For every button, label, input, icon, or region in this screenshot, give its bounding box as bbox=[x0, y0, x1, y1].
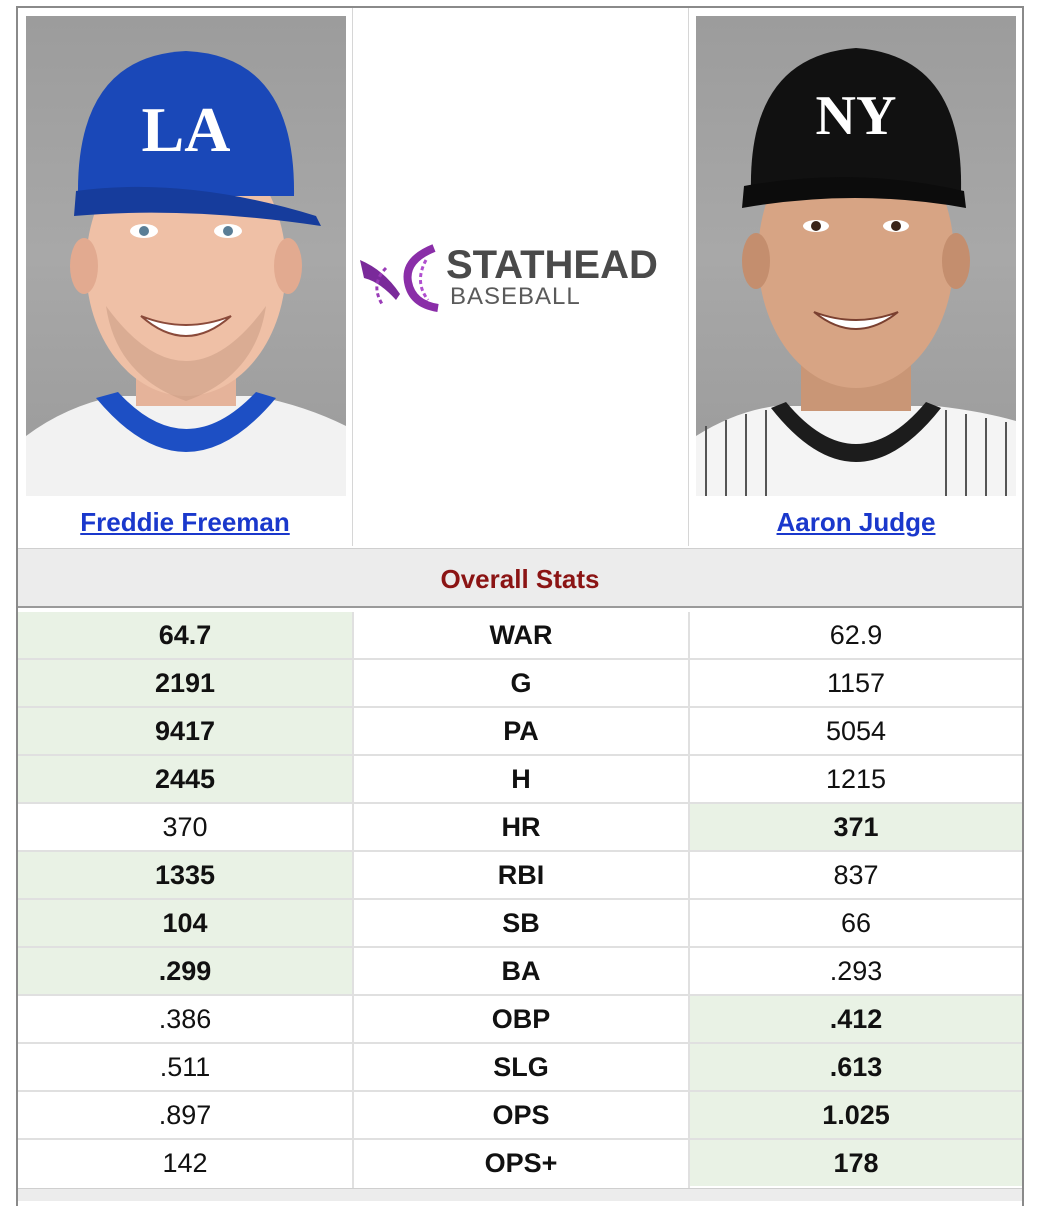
judge-value: 371 bbox=[690, 804, 1022, 850]
stat-row-obp: .386 OBP .412 bbox=[18, 996, 1022, 1042]
stat-row-ba: .299 BA .293 bbox=[18, 948, 1022, 994]
freeman-value: .511 bbox=[159, 1052, 211, 1082]
section-header-overall-stats: Overall Stats bbox=[18, 548, 1022, 608]
stat-label: OPS bbox=[492, 1100, 550, 1130]
column-divider bbox=[688, 8, 689, 546]
freeman-value: .897 bbox=[158, 1100, 212, 1130]
freeman-value: 142 bbox=[162, 1148, 208, 1178]
row-divider bbox=[18, 706, 1022, 708]
ny-cap-logo: NY bbox=[816, 85, 897, 147]
stat-label: OBP bbox=[491, 1004, 551, 1034]
row-divider bbox=[18, 1138, 1022, 1140]
stat-row-ops: .897 OPS 1.025 bbox=[18, 1092, 1022, 1138]
la-cap-logo: LA bbox=[142, 94, 231, 165]
stat-row-hr: 370 HR 371 bbox=[18, 804, 1022, 850]
judge-value: 837 bbox=[833, 860, 879, 890]
stat-label: G bbox=[510, 668, 532, 698]
stat-label: OPS+ bbox=[484, 1148, 558, 1178]
freeman-value: 9417 bbox=[18, 708, 352, 754]
freeman-value: 2191 bbox=[18, 660, 352, 706]
judge-photo: NY bbox=[696, 16, 1016, 496]
stat-label: HR bbox=[501, 812, 541, 842]
freeman-value: 64.7 bbox=[18, 612, 352, 658]
freeman-value: .386 bbox=[158, 1004, 212, 1034]
freeman-value: 1335 bbox=[18, 852, 352, 898]
stat-row-g: 2191 G 1157 bbox=[18, 660, 1022, 706]
stat-label: SLG bbox=[493, 1052, 549, 1082]
judge-value: .613 bbox=[690, 1044, 1022, 1090]
freeman-value: 2445 bbox=[18, 756, 352, 802]
row-divider bbox=[18, 946, 1022, 948]
stat-label: WAR bbox=[489, 620, 553, 650]
freeman-photo: LA bbox=[26, 16, 346, 496]
judge-value: 178 bbox=[690, 1140, 1022, 1186]
freeman-value: .299 bbox=[18, 948, 352, 994]
stat-label: PA bbox=[503, 716, 539, 746]
stat-row-war: 64.7 WAR 62.9 bbox=[18, 612, 1022, 658]
judge-value: 1157 bbox=[826, 668, 886, 698]
judge-value: 66 bbox=[840, 908, 872, 938]
stat-row-slg: .511 SLG .613 bbox=[18, 1044, 1022, 1090]
stat-row-pa: 9417 PA 5054 bbox=[18, 708, 1022, 754]
freeman-value: 370 bbox=[162, 812, 208, 842]
row-divider bbox=[18, 658, 1022, 660]
logo-word-stathead: STATHEAD bbox=[446, 243, 658, 287]
judge-value: 62.9 bbox=[829, 620, 883, 650]
column-divider bbox=[352, 8, 353, 546]
logo-word-baseball: BASEBALL bbox=[450, 283, 581, 310]
freeman-value: 104 bbox=[18, 900, 352, 946]
stat-row-ops-plus: 142 OPS+ 178 bbox=[18, 1140, 1022, 1186]
row-divider bbox=[18, 802, 1022, 804]
stat-label: H bbox=[511, 764, 531, 794]
row-divider bbox=[18, 850, 1022, 852]
player-link-judge[interactable]: Aaron Judge bbox=[776, 507, 936, 537]
stat-row-sb: 104 SB 66 bbox=[18, 900, 1022, 946]
judge-value: 5054 bbox=[825, 716, 887, 746]
judge-value: .293 bbox=[829, 956, 883, 986]
stat-row-rbi: 1335 RBI 837 bbox=[18, 852, 1022, 898]
stat-row-h: 2445 H 1215 bbox=[18, 756, 1022, 802]
row-divider bbox=[18, 898, 1022, 900]
row-divider bbox=[18, 1090, 1022, 1092]
judge-value: .412 bbox=[690, 996, 1022, 1042]
stathead-logo: STATHEAD BASEBALL bbox=[356, 238, 688, 318]
next-section-band bbox=[18, 1188, 1022, 1201]
column-divider bbox=[688, 612, 690, 1188]
stat-label: BA bbox=[501, 956, 541, 986]
player-link-freeman[interactable]: Freddie Freeman bbox=[80, 507, 290, 537]
column-divider bbox=[352, 612, 354, 1188]
row-divider bbox=[18, 754, 1022, 756]
judge-value: 1.025 bbox=[690, 1092, 1022, 1138]
row-divider bbox=[18, 1042, 1022, 1044]
stat-label: RBI bbox=[497, 860, 545, 890]
judge-value: 1215 bbox=[825, 764, 887, 794]
row-divider bbox=[18, 994, 1022, 996]
stat-label: SB bbox=[502, 908, 540, 938]
